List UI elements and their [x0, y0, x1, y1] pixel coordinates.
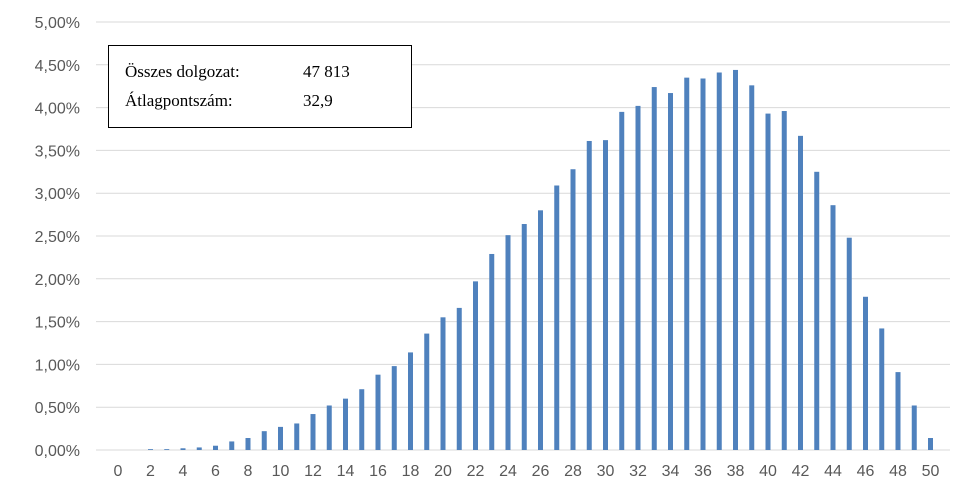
- bar: [830, 205, 836, 450]
- bar: [798, 135, 803, 450]
- bar: [765, 113, 771, 450]
- bar: [928, 438, 933, 450]
- y-tick-label: 0,00%: [35, 443, 80, 460]
- y-tick-label: 3,00%: [35, 186, 80, 203]
- y-tick-label: 0,50%: [35, 400, 80, 417]
- bar: [310, 414, 316, 450]
- x-tick-label: 18: [402, 463, 420, 480]
- bar: [895, 372, 901, 450]
- x-tick-label: 46: [857, 463, 875, 480]
- bars: [148, 69, 933, 451]
- y-tick-label: 2,00%: [35, 272, 80, 289]
- x-tick-label: 48: [889, 463, 907, 480]
- x-tick-label: 50: [922, 463, 940, 480]
- summary-box: Összes dolgozat: 47 813 Átlagpontszám: 3…: [108, 45, 412, 128]
- bar: [879, 328, 885, 450]
- bar: [424, 333, 430, 450]
- bar: [261, 431, 267, 450]
- x-tick-label: 0: [114, 463, 123, 480]
- bar: [863, 296, 868, 450]
- x-tick-label: 16: [369, 463, 387, 480]
- y-tick-label: 1,00%: [35, 357, 80, 374]
- bar: [570, 169, 576, 450]
- x-tick-label: 34: [662, 463, 680, 480]
- y-tick-label: 2,50%: [35, 229, 80, 246]
- bar: [733, 69, 738, 450]
- bar: [505, 235, 511, 450]
- bar: [554, 185, 560, 450]
- total-papers-value: 47 813: [303, 62, 350, 81]
- bar: [473, 281, 478, 450]
- x-tick-label: 10: [272, 463, 290, 480]
- bar: [749, 85, 755, 451]
- bar: [245, 438, 251, 450]
- bar: [700, 78, 706, 450]
- bar: [180, 448, 186, 450]
- bar: [213, 445, 218, 450]
- bar: [440, 317, 446, 450]
- x-tick-label: 24: [499, 463, 517, 480]
- x-tick-label: 28: [564, 463, 582, 480]
- y-axis-tick-labels: 0,00% 0,50% 1,00% 1,50% 2,00% 2,50% 3,00% 3,50%…: [35, 15, 80, 460]
- bar: [538, 210, 543, 450]
- total-papers-label: Összes dolgozat:: [125, 62, 240, 81]
- bar: [278, 426, 283, 450]
- bar: [326, 405, 332, 450]
- average-score-value: 32,9: [303, 91, 333, 110]
- average-score-label: Átlagpontszám:: [125, 91, 233, 110]
- y-tick-label: 3,50%: [35, 143, 80, 160]
- x-tick-label: 4: [179, 463, 188, 480]
- bar: [294, 423, 300, 450]
- x-tick-label: 2: [146, 463, 155, 480]
- x-tick-label: 42: [792, 463, 810, 480]
- bar: [846, 237, 852, 450]
- x-tick-label: 32: [629, 463, 647, 480]
- bar: [521, 224, 527, 450]
- x-tick-label: 30: [597, 463, 615, 480]
- x-axis-tick-labels: 0 2 4 6 8 10 12 14 16 18 20 22 24 26 28 30 32 34 36 38 40 42 4…: [114, 463, 940, 480]
- y-tick-label: 4,00%: [35, 101, 80, 118]
- bar: [603, 140, 608, 451]
- bar: [586, 140, 592, 450]
- bar: [164, 449, 170, 450]
- bar: [229, 441, 235, 450]
- bar: [343, 398, 348, 450]
- x-tick-label: 38: [727, 463, 745, 480]
- y-tick-label: 4,50%: [35, 58, 80, 75]
- bar: [456, 307, 462, 450]
- y-tick-label: 5,00%: [35, 15, 80, 32]
- bar: [716, 72, 722, 450]
- x-tick-label: 26: [532, 463, 550, 480]
- bar: [619, 111, 625, 450]
- bar: [375, 374, 381, 450]
- bar: [635, 105, 641, 450]
- x-tick-label: 40: [759, 463, 777, 480]
- bar: [684, 77, 690, 450]
- bar: [489, 253, 495, 450]
- x-tick-label: 44: [824, 463, 842, 480]
- bar: [814, 171, 820, 451]
- x-tick-label: 12: [304, 463, 322, 480]
- bar: [668, 93, 673, 450]
- bar: [781, 111, 787, 451]
- y-tick-label: 1,50%: [35, 315, 80, 332]
- bar: [391, 366, 397, 450]
- bar: [651, 87, 657, 450]
- bar: [408, 352, 413, 450]
- x-tick-label: 20: [434, 463, 452, 480]
- bar: [911, 405, 917, 450]
- x-tick-label: 8: [244, 463, 253, 480]
- bar: [148, 449, 153, 450]
- x-tick-label: 36: [694, 463, 712, 480]
- bar: [196, 447, 202, 450]
- x-tick-label: 6: [211, 463, 220, 480]
- bar: [359, 389, 365, 450]
- x-tick-label: 14: [337, 463, 355, 480]
- x-tick-label: 22: [467, 463, 485, 480]
